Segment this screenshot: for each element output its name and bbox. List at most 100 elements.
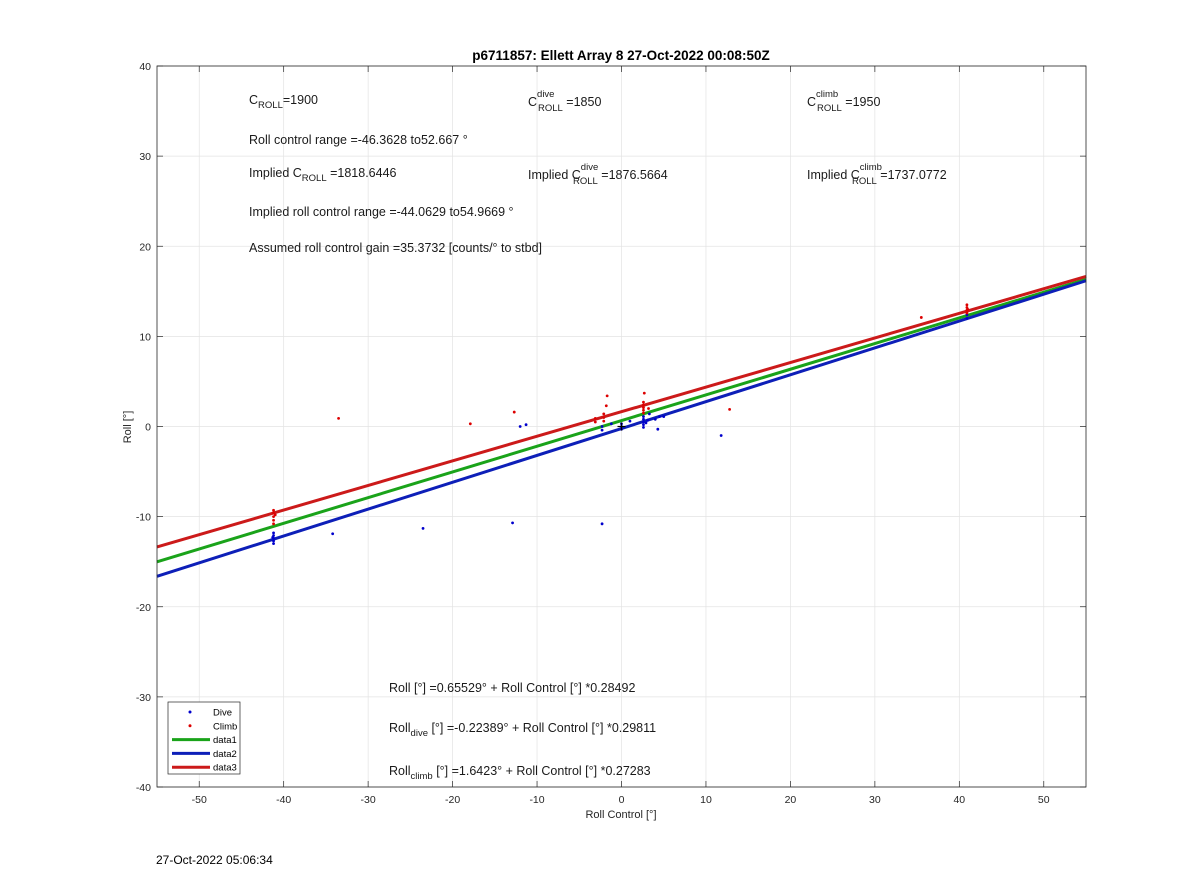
- climb-point: [602, 416, 606, 419]
- climb-point: [642, 403, 645, 407]
- dive-point: [642, 426, 645, 429]
- climb-point: [604, 404, 608, 408]
- climb-point: [273, 513, 277, 517]
- climb-point: [642, 411, 645, 415]
- climb-point: [728, 407, 732, 411]
- dive-point: [600, 428, 604, 432]
- x-tick-label: 10: [700, 794, 712, 806]
- c-roll-annotation: CROLL=1900: [249, 93, 318, 111]
- implied-c-roll-annotation: Implied CROLL =1818.6446: [249, 166, 397, 184]
- dive-point: [642, 417, 645, 421]
- tick-labels: -50 -40 -30 -20 -10 0 10 20 30 40 50 -40 -30 -20 -10 0 1…: [136, 61, 1086, 806]
- x-tick-label: -40: [276, 794, 291, 806]
- x-tick-label: -20: [445, 794, 460, 806]
- legend-label-data3: data3: [213, 763, 237, 774]
- legend: Dive Climb data1 data2 data3: [167, 701, 241, 775]
- implied-range-annotation: Implied roll control range =-44.0629 to5…: [249, 205, 514, 219]
- c-roll-dive-annotation: Cdive ROLL =1850: [528, 89, 601, 114]
- footer-timestamp: 27-Oct-2022 05:06:34: [156, 853, 273, 867]
- climb-point: [593, 420, 597, 424]
- climb-point: [337, 416, 340, 420]
- fit-all-equation: Roll [°] =0.65529° + Roll Control [°] *0…: [389, 681, 635, 695]
- dive-point: [653, 417, 657, 421]
- gain-annotation: Assumed roll control gain =35.3732 [coun…: [249, 241, 542, 255]
- climb-point: [642, 408, 645, 412]
- dive-point: [272, 531, 275, 535]
- x-tick-label: -10: [529, 794, 544, 806]
- y-tick-label: 30: [139, 151, 151, 163]
- dive-point: [644, 421, 648, 425]
- dive-point: [609, 422, 613, 426]
- dive-point: [272, 539, 275, 543]
- dive-point: [271, 535, 275, 539]
- fit-line-data3: [156, 275, 1087, 549]
- fit-dive-equation: Rolldive [°] =-0.22389° + Roll Control […: [389, 721, 656, 739]
- y-tick-label: 0: [145, 422, 151, 434]
- climb-point: [272, 518, 275, 522]
- dive-point: [965, 316, 969, 320]
- climb-point: [965, 311, 969, 315]
- x-tick-label: 40: [953, 794, 965, 806]
- implied-c-roll-dive-annotation: Implied Cdive ROLL =1876.5664: [528, 162, 668, 187]
- climb-point: [272, 515, 275, 519]
- x-tick-label: -50: [192, 794, 207, 806]
- climb-point: [605, 394, 609, 398]
- climb-point: [512, 410, 516, 414]
- y-tick-label: 20: [139, 241, 151, 253]
- dive-point: [662, 415, 666, 418]
- climb-point: [272, 522, 275, 526]
- climb-point: [602, 412, 606, 416]
- c-roll-climb-annotation: Cclimb ROLL =1950: [807, 89, 880, 114]
- x-tick-label: 20: [785, 794, 797, 806]
- climb-point: [272, 511, 275, 515]
- x-axis-label: Roll Control [°]: [585, 809, 656, 821]
- x-tick-label: 50: [1038, 794, 1050, 806]
- dive-point: [642, 415, 645, 418]
- y-axis-label: Roll [°]: [122, 411, 134, 444]
- fit-climb-equation: Rollclimb [°] =1.6423° + Roll Control [°…: [389, 764, 651, 782]
- dive-point: [272, 542, 275, 546]
- y-tick-label: -40: [136, 782, 151, 794]
- dive-point: [656, 427, 660, 431]
- y-tick-label: 40: [139, 61, 151, 73]
- data-points: [271, 303, 970, 546]
- dive-point: [642, 420, 645, 424]
- climb-point: [468, 422, 472, 426]
- dive-point: [421, 526, 425, 530]
- dive-point: [642, 423, 645, 427]
- chart-title: p6711857: Ellett Array 8 27-Oct-2022 00:…: [472, 48, 769, 63]
- legend-label-climb: Climb: [213, 721, 237, 732]
- dive-point: [719, 434, 723, 437]
- climb-point: [642, 391, 646, 395]
- climb-point: [966, 307, 970, 311]
- x-tick-label: 30: [869, 794, 881, 806]
- y-tick-label: -20: [136, 602, 151, 614]
- legend-label-dive: Dive: [213, 708, 232, 719]
- dive-point: [600, 425, 604, 428]
- y-tick-label: 10: [139, 331, 151, 343]
- climb-point: [919, 316, 923, 319]
- climb-point: [642, 406, 645, 409]
- dive-point: [518, 425, 522, 428]
- dive-point: [600, 522, 604, 526]
- x-tick-label: -30: [361, 794, 376, 806]
- legend-marker-dive: [188, 710, 192, 714]
- legend-label-data1: data1: [213, 735, 237, 746]
- climb-point: [642, 400, 645, 404]
- y-tick-label: -30: [136, 692, 151, 704]
- x-tick-label: 0: [619, 794, 625, 806]
- y-tick-label: -10: [136, 512, 151, 524]
- fit-line-data1: [156, 277, 1087, 564]
- climb-point: [647, 407, 650, 410]
- implied-c-roll-climb-annotation: Implied Cclimb ROLL =1737.0772: [807, 162, 947, 187]
- legend-marker-climb: [188, 724, 192, 728]
- dive-point: [658, 415, 661, 418]
- roll-range-annotation: Roll control range =-46.3628 to52.667 °: [249, 133, 468, 147]
- climb-point: [593, 416, 597, 420]
- dive-point: [511, 521, 514, 525]
- dive-point: [524, 423, 528, 427]
- climb-point: [965, 303, 969, 307]
- legend-label-data2: data2: [213, 749, 237, 760]
- dive-point: [628, 419, 632, 423]
